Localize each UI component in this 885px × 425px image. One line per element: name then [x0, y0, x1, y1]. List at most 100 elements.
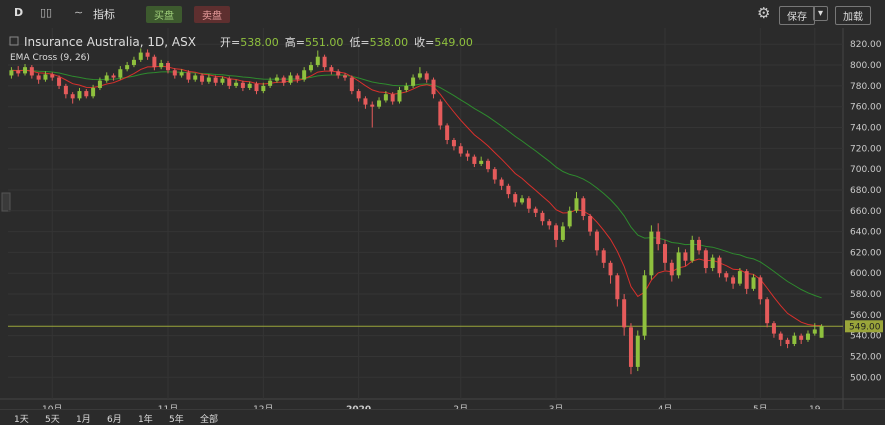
interval[interactable]: D — [14, 6, 24, 19]
candle-body — [274, 77, 279, 81]
ohlc-key: 收= — [414, 35, 434, 49]
candle-body — [622, 299, 627, 328]
candle-body — [36, 75, 41, 80]
toolbar: D ▯▯ ∼ 指标 买盘 卖盘 ⚙ 保存 ▾ 加载 — [0, 0, 885, 29]
y-tick-label: 620.00 — [850, 248, 882, 258]
candle-body — [247, 83, 252, 88]
candle-body — [438, 101, 443, 126]
candle-body — [213, 77, 218, 83]
candle-body — [125, 65, 130, 70]
candle-body — [663, 244, 668, 263]
candle-body — [23, 67, 28, 74]
candle-body — [145, 52, 150, 57]
y-tick-label: 760.00 — [850, 103, 882, 113]
candle-body — [785, 339, 790, 344]
settings-icon[interactable]: ⚙ — [757, 4, 771, 22]
x-tick-label: 2月 — [453, 404, 468, 409]
candle-body — [370, 104, 375, 107]
range-button[interactable]: 1天 — [14, 415, 29, 425]
candle-body — [792, 335, 797, 344]
candle-body — [220, 78, 225, 83]
candle-body — [506, 185, 511, 195]
candle-body — [458, 146, 463, 154]
candle-body — [574, 198, 579, 211]
candle-body — [63, 85, 68, 95]
candle-body — [261, 85, 266, 92]
buy-button[interactable]: 买盘 — [146, 6, 182, 23]
save-button[interactable]: 保存 — [779, 6, 815, 25]
y-tick-label: 720.00 — [850, 144, 882, 154]
ohlc-value: 538.00 — [240, 36, 279, 49]
candle-body — [451, 140, 456, 147]
candle-body — [533, 208, 538, 213]
ohlc-key: 低= — [349, 36, 369, 49]
save-menu[interactable]: ▾ — [813, 6, 829, 21]
indicators[interactable]: 指标 — [93, 8, 115, 21]
candle-body — [234, 82, 239, 86]
candle-body — [383, 94, 388, 101]
candle-body — [724, 273, 729, 278]
last-price-tag — [845, 320, 883, 333]
candle-body — [683, 252, 688, 261]
load-button[interactable]: 加载 — [835, 6, 871, 25]
candle-body — [812, 329, 817, 334]
candle-body — [308, 65, 313, 71]
candle-body — [397, 90, 402, 102]
candle-body — [479, 160, 484, 164]
y-tick-label: 740.00 — [850, 124, 882, 134]
range-button[interactable]: 全部 — [200, 415, 219, 425]
x-tick-label: 4月 — [658, 404, 673, 409]
candle-body — [485, 160, 490, 170]
y-tick-label: 600.00 — [850, 269, 882, 279]
candle-body — [329, 67, 334, 72]
candle-body — [758, 277, 763, 300]
candle-body — [424, 73, 429, 80]
y-tick-label: 520.00 — [850, 352, 882, 362]
sell-button[interactable]: 卖盘 — [194, 6, 230, 23]
candle-body — [703, 250, 708, 269]
x-tick-label: 10月 — [42, 404, 62, 409]
candle-body — [717, 257, 722, 274]
candle-body — [97, 80, 102, 88]
candle-body — [731, 277, 736, 284]
candle-body — [635, 335, 640, 367]
candle-body — [77, 91, 82, 99]
x-tick-label: 19 — [809, 405, 821, 409]
candle-body — [581, 198, 586, 216]
candle-body — [356, 91, 361, 99]
candle-body — [417, 73, 422, 78]
candle-body — [799, 335, 804, 340]
indicators-icon[interactable]: ∼ — [74, 6, 84, 19]
candle-body — [499, 179, 504, 186]
candle-body — [628, 327, 633, 367]
candle-body — [179, 72, 184, 76]
range-button[interactable]: 1年 — [138, 415, 153, 425]
chart-style-icon[interactable]: ▯▯ — [40, 6, 53, 19]
candle-body — [91, 87, 96, 97]
range-button[interactable]: 1月 — [76, 415, 91, 425]
candle-body — [778, 333, 783, 340]
candle-body — [322, 56, 327, 68]
candle-body — [70, 94, 75, 99]
candle-body — [343, 75, 348, 78]
range-button[interactable]: 5天 — [45, 415, 60, 425]
range-button[interactable]: 5年 — [169, 415, 184, 425]
candle-body — [240, 82, 245, 88]
ema-line — [11, 69, 822, 299]
y-tick-label: 820.00 — [850, 40, 882, 50]
ema-line — [11, 65, 822, 327]
y-tick-label: 700.00 — [850, 165, 882, 175]
candle-body — [138, 52, 143, 60]
ohlc-key: 高= — [285, 35, 305, 49]
candle-body — [377, 100, 382, 107]
candle-body — [560, 226, 565, 240]
candle-body — [9, 70, 14, 76]
range-button[interactable]: 6月 — [107, 415, 122, 425]
y-tick-label: 640.00 — [850, 228, 882, 238]
candle-body — [104, 75, 109, 81]
candle-body — [111, 75, 116, 78]
candle-body — [165, 62, 170, 71]
candle-body — [669, 262, 674, 276]
candle-body — [710, 257, 715, 269]
y-tick-label: 680.00 — [850, 186, 882, 196]
